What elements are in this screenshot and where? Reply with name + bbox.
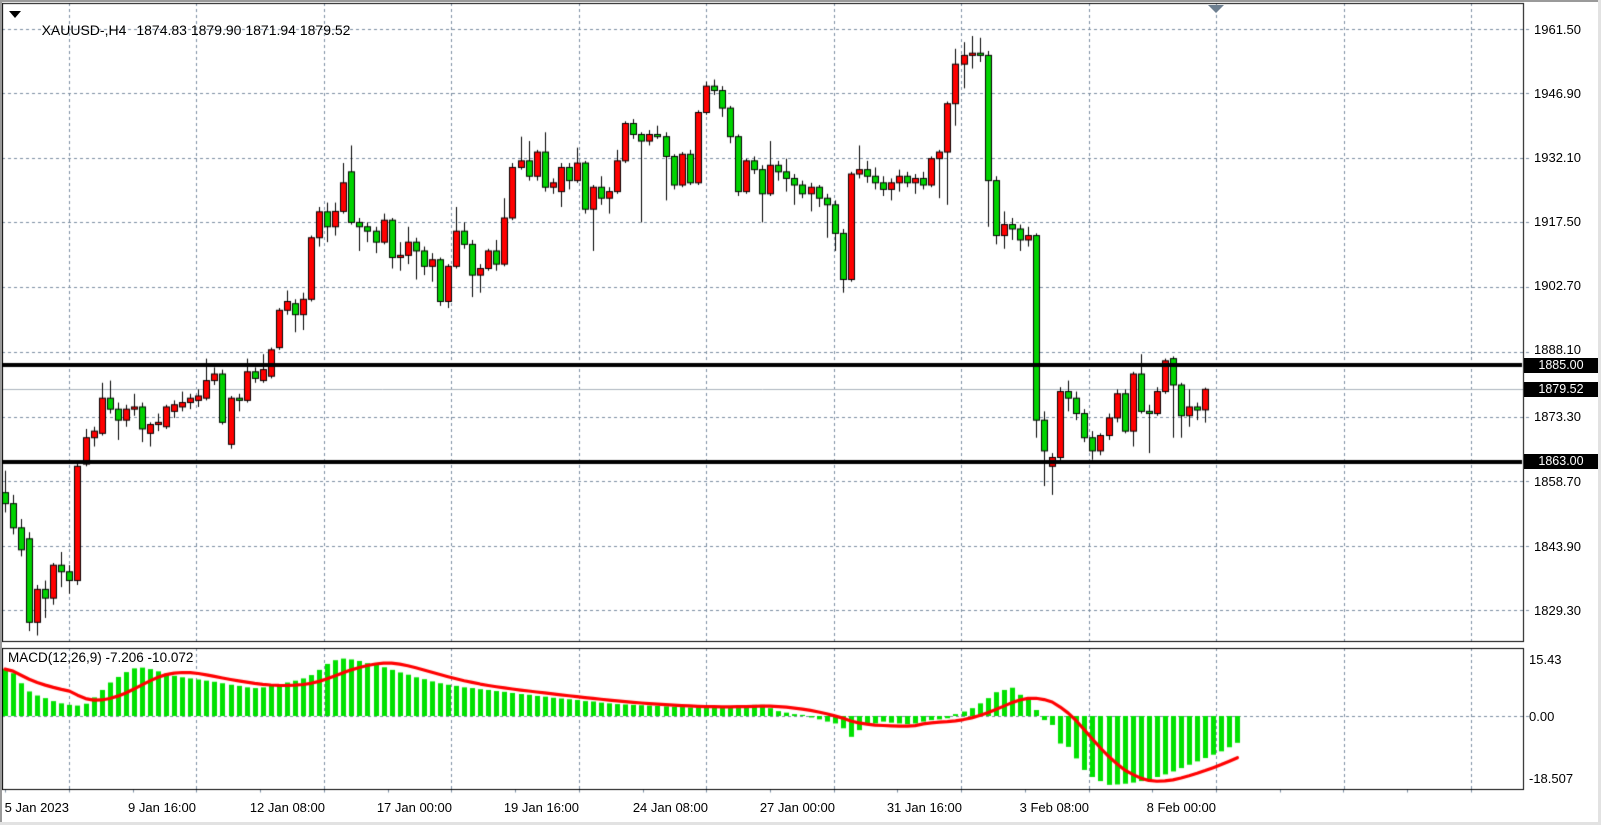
- symbol-period-label: XAUUSD-,H4: [41, 22, 127, 38]
- price-axis-label: 1917.50: [1534, 214, 1581, 229]
- time-axis-label: 3 Feb 08:00: [1019, 800, 1089, 815]
- chart-shift-marker-icon[interactable]: [1208, 5, 1224, 13]
- time-axis-label: 19 Jan 16:00: [503, 800, 579, 815]
- macd-axis-label: -18.507: [1529, 771, 1574, 786]
- price-axis-label: 1888.10: [1534, 342, 1581, 357]
- price-axis-label: 1932.10: [1534, 150, 1581, 165]
- price-axis-label: 1902.70: [1534, 278, 1581, 293]
- time-axis-label: 5 Jan 2023: [4, 800, 69, 815]
- window-edge: [0, 822, 1601, 825]
- time-axis-label: 9 Jan 16:00: [128, 800, 196, 815]
- time-axis-label: 8 Feb 00:00: [1146, 800, 1216, 815]
- time-axis-label: 24 Jan 08:00: [632, 800, 708, 815]
- macd-indicator-label: MACD(12,26,9) -7.206 -10.072: [8, 650, 194, 665]
- price-axis-label: 1829.30: [1534, 603, 1581, 618]
- window-edge: [0, 0, 2, 825]
- ohlc-quote-label: 1874.83 1879.90 1871.94 1879.52: [136, 22, 351, 38]
- time-axis-label: 27 Jan 00:00: [759, 800, 835, 815]
- time-axis-label: 31 Jan 16:00: [886, 800, 962, 815]
- window-edge: [0, 0, 1601, 2]
- window-edge: [1598, 0, 1601, 825]
- time-axis-label: 17 Jan 00:00: [376, 800, 452, 815]
- price-axis-label: 1946.90: [1534, 86, 1581, 101]
- price-axis-label: 1843.90: [1534, 539, 1581, 554]
- hline-price-tag: 1863.00: [1524, 454, 1598, 469]
- macd-axis-label: 15.43: [1529, 652, 1562, 667]
- hline-price-tag: 1885.00: [1524, 358, 1598, 373]
- price-axis-label: 1961.50: [1534, 22, 1581, 37]
- current-price-tag: 1879.52: [1524, 382, 1598, 397]
- time-axis-label: 12 Jan 08:00: [249, 800, 325, 815]
- chart-title: XAUUSD-,H4 1874.83 1879.90 1871.94 1879.5…: [26, 6, 351, 54]
- price-axis-label: 1858.70: [1534, 474, 1581, 489]
- chart-menu-triangle-icon[interactable]: [9, 11, 21, 18]
- price-axis-label: 1873.30: [1534, 409, 1581, 424]
- macd-axis-label: 0.00: [1529, 709, 1555, 724]
